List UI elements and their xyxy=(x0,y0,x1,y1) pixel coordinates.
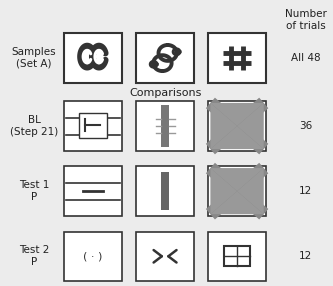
Bar xyxy=(64,166,122,216)
Polygon shape xyxy=(210,168,264,191)
Bar xyxy=(137,101,194,151)
Bar xyxy=(79,113,107,138)
Polygon shape xyxy=(237,168,264,214)
Text: Comparisons: Comparisons xyxy=(129,88,201,98)
Polygon shape xyxy=(237,103,264,149)
Text: Test 2
P: Test 2 P xyxy=(19,245,49,267)
Text: Samples
(Set A): Samples (Set A) xyxy=(12,47,56,69)
Text: 36: 36 xyxy=(299,121,312,131)
Bar xyxy=(137,166,194,216)
Text: ( · ): ( · ) xyxy=(83,251,103,261)
Polygon shape xyxy=(210,168,237,214)
Bar xyxy=(208,101,266,151)
Bar xyxy=(208,231,266,281)
Text: Number
of trials: Number of trials xyxy=(285,9,327,31)
Bar xyxy=(208,33,266,83)
Bar xyxy=(64,33,122,83)
Bar xyxy=(162,172,169,210)
Polygon shape xyxy=(210,103,237,149)
Bar xyxy=(64,231,122,281)
Text: 12: 12 xyxy=(299,186,312,196)
Bar xyxy=(208,166,266,216)
Bar xyxy=(137,231,194,281)
Polygon shape xyxy=(210,103,264,126)
Text: BL
(Step 21): BL (Step 21) xyxy=(10,115,58,137)
Text: Test 1
P: Test 1 P xyxy=(19,180,49,202)
Text: 12: 12 xyxy=(299,251,312,261)
Bar xyxy=(137,33,194,83)
Polygon shape xyxy=(210,191,264,214)
Bar xyxy=(224,246,250,267)
Polygon shape xyxy=(210,126,264,149)
Bar xyxy=(162,106,169,146)
Text: All 48: All 48 xyxy=(291,53,321,63)
Bar xyxy=(64,101,122,151)
